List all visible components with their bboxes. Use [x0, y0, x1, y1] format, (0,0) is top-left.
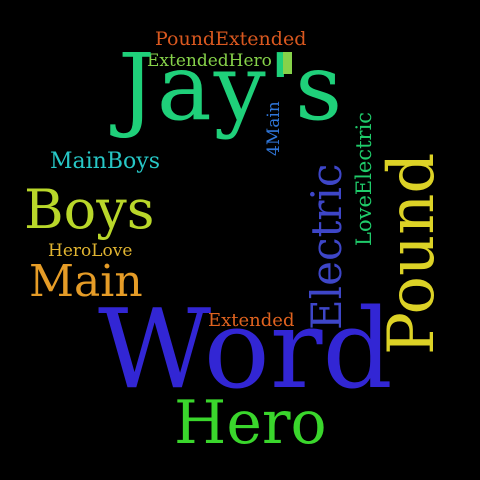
word-extended-hero: ExtendedHero: [147, 51, 272, 71]
word-jays: Jay's: [118, 34, 345, 141]
word-love-electric: LoveElectric: [352, 111, 376, 246]
word-main-boys: MainBoys: [50, 149, 160, 174]
word-extended: Extended: [208, 310, 295, 331]
word-boys: Boys: [24, 178, 155, 241]
word-pound-extended: PoundExtended: [155, 28, 307, 50]
word-hero: Hero: [174, 388, 327, 458]
word-4main: 4Main: [264, 101, 284, 156]
word-main: Main: [29, 256, 143, 307]
word-hero-love: HeroLove: [48, 241, 133, 261]
word-word: Word: [98, 285, 393, 413]
green-bar-mark: [283, 52, 292, 74]
